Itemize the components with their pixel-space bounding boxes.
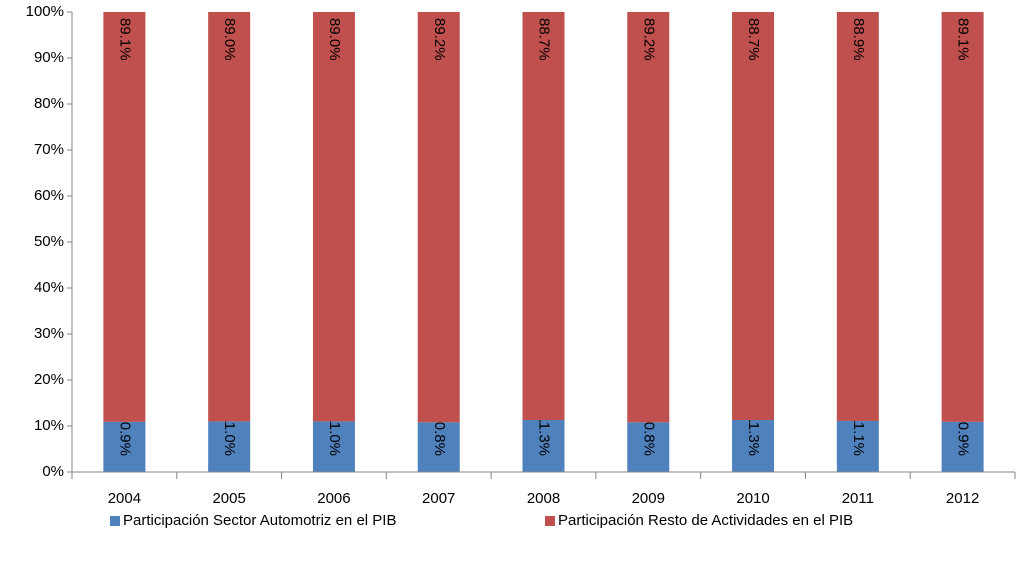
data-label: 10.9%	[955, 413, 972, 456]
bar-segment	[417, 422, 460, 472]
bar-segment	[208, 421, 251, 472]
data-label: 11.3%	[745, 415, 762, 456]
bar-segment	[836, 420, 879, 472]
bar-segment	[522, 12, 565, 421]
legend-swatch	[110, 516, 120, 526]
y-tick-label: 0%	[42, 463, 64, 480]
legend-label: Participación Sector Automotriz en el PI…	[123, 512, 396, 529]
y-tick-label: 50%	[34, 233, 64, 250]
data-label: 89.2%	[431, 18, 448, 61]
data-label: 10.9%	[116, 413, 133, 456]
bar-segment	[103, 421, 146, 472]
bar-segment	[522, 420, 565, 472]
data-label: 89.0%	[221, 18, 238, 61]
legend-label: Participación Resto de Actividades en el…	[558, 512, 853, 529]
x-tick-label: 2007	[422, 490, 455, 507]
y-tick-label: 20%	[34, 371, 64, 388]
bar-segment	[312, 421, 355, 472]
bar-segment	[103, 12, 146, 422]
x-tick-label: 2008	[527, 490, 560, 507]
data-label: 89.1%	[955, 18, 972, 61]
bar-segment	[941, 421, 984, 472]
bar-segment	[208, 12, 251, 422]
y-tick-label: 90%	[34, 49, 64, 66]
x-tick-label: 2009	[632, 490, 665, 507]
bar-segment	[417, 12, 460, 423]
y-tick-label: 60%	[34, 187, 64, 204]
bar-segment	[627, 12, 670, 423]
x-tick-label: 2012	[946, 490, 979, 507]
y-tick-label: 30%	[34, 325, 64, 342]
bar-segment	[312, 12, 355, 422]
x-tick-label: 2005	[212, 490, 245, 507]
data-label: 11.0%	[221, 415, 238, 456]
data-label: 88.7%	[536, 18, 553, 61]
x-tick-label: 2011	[842, 490, 874, 507]
y-tick-label: 40%	[34, 279, 64, 296]
y-tick-label: 70%	[34, 141, 64, 158]
data-label: 11.3%	[536, 415, 553, 456]
data-label: 11.1%	[850, 415, 867, 456]
x-tick-label: 2006	[317, 490, 350, 507]
data-label: 89.2%	[640, 18, 657, 61]
data-label: 89.0%	[326, 18, 343, 61]
data-label: 88.9%	[850, 18, 867, 61]
y-tick-label: 80%	[34, 95, 64, 112]
bar-segment	[836, 12, 879, 421]
data-label: 89.1%	[116, 18, 133, 61]
legend-swatch	[545, 516, 555, 526]
bar-segment	[627, 422, 670, 472]
x-tick-label: 2010	[736, 490, 769, 507]
data-label: 88.7%	[745, 18, 762, 61]
bar-segment	[941, 12, 984, 422]
bar-segment	[732, 420, 775, 472]
data-label: 10.8%	[431, 413, 448, 456]
data-label: 10.8%	[640, 413, 657, 456]
bar-segment	[732, 12, 775, 421]
x-tick-label: 2004	[108, 490, 141, 507]
data-label: 11.0%	[326, 415, 343, 456]
y-tick-label: 100%	[26, 3, 64, 20]
y-tick-label: 10%	[34, 417, 64, 434]
